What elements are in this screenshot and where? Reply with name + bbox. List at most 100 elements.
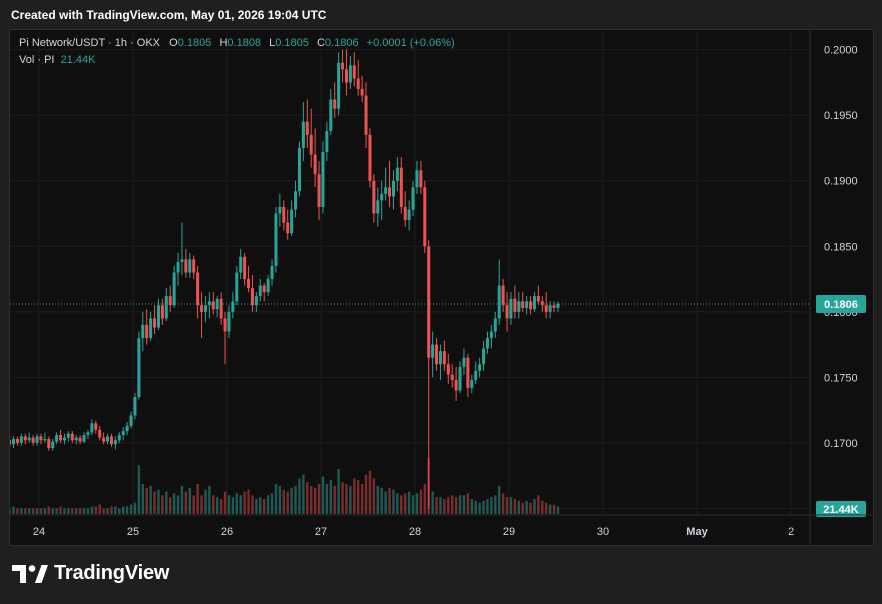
brand-text: TradingView bbox=[54, 562, 170, 584]
candle-body bbox=[27, 437, 31, 441]
candle-body bbox=[219, 298, 223, 319]
volume-bar bbox=[235, 493, 238, 514]
candle-body bbox=[438, 351, 442, 365]
candle-body bbox=[399, 167, 403, 207]
candle-body bbox=[294, 191, 298, 210]
open-label: O bbox=[169, 37, 178, 49]
candle-body bbox=[188, 259, 192, 273]
volume-bar bbox=[75, 508, 78, 514]
candle-body bbox=[427, 246, 431, 358]
candle-body bbox=[35, 436, 39, 443]
volume-bar bbox=[63, 508, 66, 514]
candle-body bbox=[462, 357, 466, 367]
volume-bar bbox=[78, 508, 82, 514]
volume-bar bbox=[278, 485, 282, 514]
y-axis-tick-label: 0.2000 bbox=[824, 45, 858, 57]
change-value: +0.0001 (+0.06%) bbox=[366, 37, 455, 49]
volume-bar bbox=[478, 502, 481, 514]
chart-panel[interactable]: 0.20000.19500.19000.18500.18000.17500.17… bbox=[9, 29, 874, 546]
volume-bar bbox=[251, 495, 254, 514]
x-axis-tick-label: 24 bbox=[33, 526, 45, 538]
volume-bar bbox=[298, 478, 301, 514]
x-axis-tick-label: 28 bbox=[409, 526, 421, 538]
volume-bar bbox=[67, 508, 70, 514]
volume-bar bbox=[486, 499, 489, 514]
candle-body bbox=[86, 432, 90, 436]
candle-body bbox=[19, 436, 23, 443]
volume-bar bbox=[443, 499, 446, 514]
candle-body bbox=[352, 65, 356, 79]
volume-bar bbox=[431, 491, 434, 514]
volume-bar bbox=[94, 506, 97, 514]
volume-bar bbox=[552, 504, 556, 514]
volume-bar bbox=[310, 485, 313, 514]
symbol-legend: Pi Network/USDT · 1h · OKX O0.1805 H0.18… bbox=[19, 35, 455, 69]
volume-bar bbox=[415, 493, 419, 514]
candle-body bbox=[211, 301, 215, 310]
volume-bar bbox=[192, 495, 195, 514]
candle-body bbox=[372, 180, 376, 214]
candle-body bbox=[31, 437, 35, 443]
volume-bar bbox=[137, 465, 141, 514]
volume-bar bbox=[255, 499, 258, 514]
volume-bar bbox=[447, 497, 450, 514]
volume-bar bbox=[498, 485, 501, 514]
volume-bar bbox=[407, 491, 411, 514]
volume-bar bbox=[482, 500, 485, 514]
candle-body bbox=[552, 305, 556, 308]
volume-bar bbox=[451, 495, 454, 514]
candle-body bbox=[137, 338, 141, 398]
volume-bar bbox=[353, 478, 356, 514]
candle-body bbox=[344, 69, 348, 83]
volume-bar bbox=[153, 491, 156, 514]
candle-body bbox=[156, 305, 160, 328]
candle-body bbox=[497, 285, 501, 319]
x-axis-tick-label: 30 bbox=[597, 526, 609, 538]
candle-body bbox=[149, 318, 153, 339]
candle-body bbox=[548, 305, 552, 312]
volume-bar bbox=[396, 493, 399, 514]
candle-body bbox=[411, 187, 415, 210]
volume-bar bbox=[90, 506, 94, 514]
volume-bar bbox=[517, 500, 520, 514]
price-chart[interactable]: 0.20000.19500.19000.18500.18000.17500.17… bbox=[10, 30, 873, 545]
candle-body bbox=[262, 285, 266, 293]
volume-bar bbox=[172, 493, 176, 514]
candle-body bbox=[388, 187, 392, 197]
volume-bar bbox=[274, 484, 278, 514]
candle-body bbox=[231, 301, 235, 312]
volume-bar bbox=[16, 508, 19, 514]
candle-body bbox=[544, 305, 548, 312]
volume-bar bbox=[325, 484, 329, 514]
volume-bar bbox=[345, 484, 348, 514]
volume-bar bbox=[259, 497, 262, 514]
volume-bar bbox=[114, 506, 117, 514]
volume-row: Vol · PI 21.44K bbox=[19, 52, 455, 69]
candle-body bbox=[55, 435, 59, 442]
volume-bar bbox=[357, 480, 360, 514]
candle-body bbox=[274, 213, 278, 266]
volume-bar bbox=[474, 500, 477, 514]
candle-body bbox=[489, 331, 493, 339]
volume-bar bbox=[122, 506, 125, 514]
volume-bar bbox=[384, 491, 387, 514]
volume-bar bbox=[118, 508, 121, 514]
volume-bar bbox=[176, 495, 180, 514]
candle-body bbox=[313, 154, 317, 175]
volume-bar bbox=[51, 508, 54, 514]
volume-bar bbox=[404, 493, 407, 514]
candle-body bbox=[227, 311, 231, 332]
volume-bar bbox=[282, 489, 285, 514]
volume-bar bbox=[392, 489, 395, 514]
candle-body bbox=[301, 121, 305, 148]
y-axis-tick-label: 0.1950 bbox=[824, 110, 858, 122]
volume-bar bbox=[286, 491, 289, 514]
volume-bar bbox=[133, 502, 137, 514]
candle-body bbox=[207, 301, 211, 306]
volume-bar bbox=[43, 508, 47, 514]
candle-body bbox=[43, 438, 47, 441]
candle-body bbox=[470, 379, 474, 388]
volume-bar bbox=[110, 506, 113, 514]
candle-body bbox=[419, 170, 423, 188]
candle-body bbox=[493, 318, 497, 332]
